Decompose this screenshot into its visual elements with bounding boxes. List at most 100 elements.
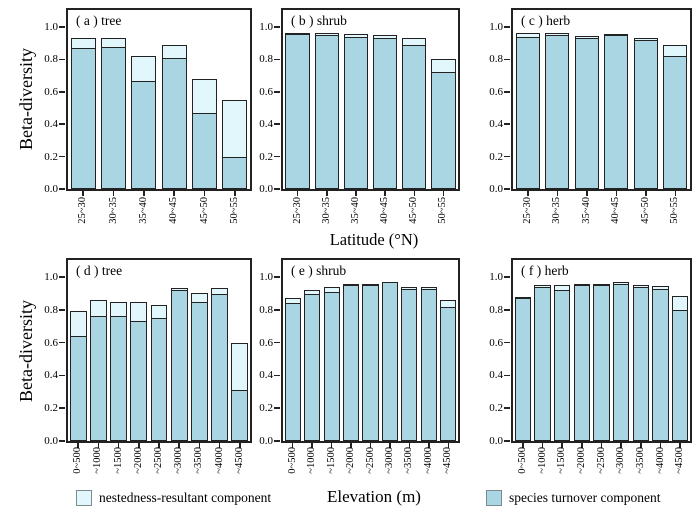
x-tick-label: 30~35 [320,197,332,224]
bar-segment-turnover [573,285,590,441]
x-tick-mark [203,191,206,196]
y-tick-mark [274,309,280,311]
bar-segment-turnover [342,285,360,441]
y-tick-label: 0.2 [489,150,503,163]
bar [534,285,551,441]
x-tick-mark [645,191,647,196]
x-tick-mark [350,443,352,448]
bar [323,286,340,441]
bar [440,299,457,441]
y-tick-mark [504,188,510,190]
bar [593,283,610,441]
y-tick-mark [274,374,280,377]
bar [161,44,187,189]
y-tick-label: 0.8 [489,303,503,316]
y-tick-label: 0.0 [44,183,58,195]
bar-segment-turnover [304,293,321,441]
bar [191,293,208,441]
y-tick-mark [504,123,510,125]
x-tick-label: ~1000 [92,447,104,474]
bar [211,288,229,441]
x-tick-mark [234,191,236,196]
x-tick-label: 30~35 [551,197,563,224]
y-tick-mark [59,155,65,158]
y-tick-mark [59,374,65,377]
x-tick-mark [389,443,391,448]
x-tick-label: 45~50 [639,197,651,224]
y-tick-mark [504,91,510,93]
x-tick-label: 45~50 [408,197,420,224]
bar-segment-turnover [420,288,437,441]
bar [420,286,437,441]
y-tick-mark [59,309,65,311]
bar [130,301,148,441]
x-tick-label: ~4500 [674,447,686,474]
y-tick-label: 0.2 [44,150,58,163]
x-tick-label: 25~30 [291,197,303,224]
x-tick-label: ~1500 [556,447,568,474]
x-tick-mark [77,443,79,448]
y-tick-mark [504,374,510,377]
y-tick-label: 0.6 [259,336,273,349]
bar [284,298,301,441]
y-tick-mark [504,407,510,409]
x-tick-mark [296,191,299,196]
bar-segment-nestedness [222,99,248,159]
bar [545,33,570,189]
bar-segment-nestedness [131,56,157,83]
y-tick-label: 1.0 [259,271,273,283]
bar [554,285,571,441]
x-tick-label: 45~50 [198,197,210,224]
y-tick-label: 1.0 [259,21,273,33]
bar-segment-turnover [554,290,571,441]
bar-segment-turnover [402,44,427,189]
bar-segment-turnover [593,285,610,441]
y-tick-mark [274,91,280,93]
bar [89,299,107,441]
y-tick-label: 0.2 [259,402,273,415]
bar-segment-turnover [100,46,127,189]
y-tick-mark [504,276,510,278]
x-tick-label: 30~35 [107,197,119,224]
y-tick-mark [59,440,65,442]
bar-segment-turnover [222,156,248,189]
bar [613,281,630,441]
y-tick-mark [59,123,65,125]
y-tick-mark [504,58,510,61]
x-tick-mark [326,191,328,196]
x-tick-label: 40~45 [379,197,391,224]
bar [372,35,398,189]
x-tick-mark [615,191,617,196]
y-tick-mark [274,26,280,28]
y-tick-label: 0.2 [44,402,58,415]
x-tick-label: 40~45 [610,197,622,224]
y-tick-mark [59,407,65,409]
y-tick-mark [59,341,65,344]
bar-segment-turnover [110,316,127,441]
x-tick-mark [527,191,529,196]
y-tick-mark [274,407,280,409]
y-tick-label: 0.8 [259,303,273,316]
panel-title: ( a ) tree [76,13,122,28]
bar-segment-turnover [545,35,570,189]
bar [110,301,127,441]
bar-segment-turnover [652,288,669,441]
x-tick-mark [330,443,333,448]
panel-title: ( f ) herb [521,263,569,278]
bar-segment-turnover [632,286,649,441]
bar [515,33,540,189]
y-tick-mark [274,58,280,61]
panel-plot: ( b ) shrub [281,8,460,191]
bar [574,35,599,189]
bar [170,288,188,441]
y-tick-mark [504,341,510,344]
x-tick-mark [82,191,84,196]
bar-segment-turnover [150,318,168,441]
bar-segment-turnover [161,57,187,189]
y-tick-label: 0.0 [489,435,503,447]
bar [633,37,658,189]
y-tick-mark [504,26,510,28]
x-tick-label: 40~45 [168,197,180,224]
y-tick-label: 0.8 [259,53,273,66]
bar-segment-nestedness [191,78,218,115]
